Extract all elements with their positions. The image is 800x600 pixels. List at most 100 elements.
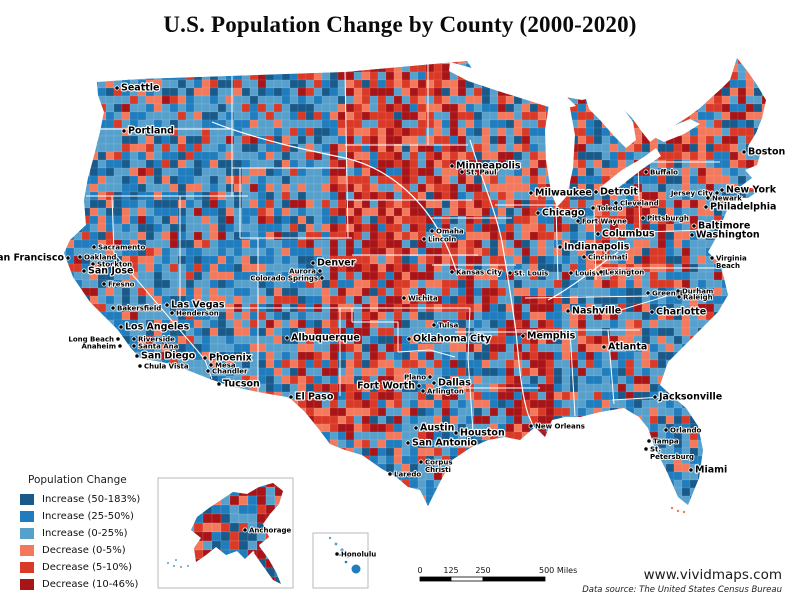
city-label: Columbus (602, 229, 655, 240)
city-label: Austin (420, 423, 455, 434)
city-dot (557, 244, 563, 250)
data-source-note: Data source: The United States Census Bu… (582, 585, 782, 595)
city-dot (137, 363, 143, 369)
legend-color-swatch (20, 528, 34, 539)
city-label: Greensboro (652, 290, 698, 298)
scale-bar-end-label: 500 Miles (539, 566, 577, 575)
hawaii-island (334, 542, 338, 546)
city-label: St. Petersburg (650, 446, 694, 461)
city-dot (703, 204, 709, 210)
city-label: Lexington (605, 269, 644, 277)
city-label: Virginia Beach (716, 255, 747, 270)
city-dot (719, 187, 725, 193)
city-label: Indianapolis (564, 242, 630, 253)
hawaii-island (328, 536, 332, 540)
us-land (64, 58, 766, 506)
city-label: Atlanta (608, 342, 647, 353)
city-label: Las Vegas (171, 300, 225, 311)
city-label: Santa Ana (138, 343, 179, 351)
city-dot (387, 471, 393, 477)
city-dot (709, 255, 715, 261)
city-label: Milwaukee (535, 188, 592, 199)
city-dot (164, 302, 170, 308)
city-label: Tampa (653, 438, 679, 446)
city-dot (121, 128, 127, 134)
aleutian-island-dot (167, 562, 169, 564)
city-label: Stockton (97, 261, 132, 269)
great-lake (449, 62, 576, 110)
river-line (547, 251, 619, 301)
city-dot (216, 381, 222, 387)
city-dot (459, 169, 465, 175)
city-label: Washington (696, 230, 760, 241)
state-border-line (524, 295, 649, 299)
city-label: Oklahoma City (413, 334, 492, 345)
city-dot (652, 394, 658, 400)
city-dot (705, 195, 711, 201)
city-dot (418, 459, 424, 465)
legend-item: Decrease (0-5%) (20, 542, 140, 559)
city-dot (77, 254, 83, 260)
city-dot (429, 228, 435, 234)
city-dot (528, 423, 534, 429)
river-line (469, 139, 535, 429)
city-dot (565, 308, 571, 314)
city-dot (91, 244, 97, 250)
city-dot (595, 231, 601, 237)
website-link[interactable]: www.vividmaps.com (643, 567, 782, 583)
city-dot (310, 260, 316, 266)
state-border-line (569, 329, 576, 417)
city-dot (115, 336, 121, 342)
great-lake (654, 119, 700, 142)
city-label: Colorado Springs (250, 275, 318, 283)
city-dot (114, 85, 120, 91)
city-dot (675, 288, 681, 294)
city-dot (689, 232, 695, 238)
city-label: Tucson (223, 379, 260, 390)
city-dot (593, 189, 599, 195)
city-dot (131, 343, 137, 349)
city-dot (646, 438, 652, 444)
city-label: Newark (712, 195, 742, 203)
legend-item-label: Decrease (0-5%) (42, 545, 126, 556)
hawaii-island (346, 554, 350, 558)
city-label: Boston (748, 147, 785, 158)
city-label: San Antonio (412, 438, 478, 449)
city-label: Wichita (408, 295, 438, 303)
city-label: San Jose (88, 266, 133, 277)
city-label: Toledo (597, 205, 623, 213)
legend-item-label: Decrease (10-46%) (42, 579, 139, 590)
city-label: New Orleans (535, 423, 585, 431)
city-label: Pittsburgh (647, 215, 689, 223)
aleutian-island-dot (173, 565, 175, 567)
aleutian-island-dot (180, 566, 182, 568)
city-dot (242, 527, 248, 533)
city-label: Houston (460, 428, 505, 439)
city-dot (427, 374, 433, 380)
city-label: St. Paul (466, 169, 497, 177)
great-lake (602, 148, 661, 194)
city-dot (676, 294, 682, 300)
city-dot (568, 270, 574, 276)
city-label: Denver (317, 258, 356, 269)
city-label: Buffalo (650, 169, 678, 177)
state-border-line (607, 329, 615, 405)
city-dot (169, 310, 175, 316)
scale-bar: 0 125 250 500 Miles (417, 566, 577, 582)
city-label: Memphis (527, 331, 576, 342)
city-dot (401, 295, 407, 301)
city-dot (134, 353, 140, 359)
city-dot (131, 336, 137, 342)
hawaii-island (338, 553, 342, 557)
legend-color-swatch (20, 579, 34, 590)
city-label: Chandler (212, 368, 248, 376)
city-label: Kansas City (456, 269, 503, 277)
city-label: Lincoln (428, 236, 456, 244)
city-dot (449, 163, 455, 169)
city-label: Arlington (427, 388, 464, 396)
city-label: Minneapolis (456, 161, 521, 172)
city-label: Detroit (600, 187, 638, 198)
city-label: El Paso (295, 392, 334, 403)
city-label: Fresno (108, 281, 135, 289)
